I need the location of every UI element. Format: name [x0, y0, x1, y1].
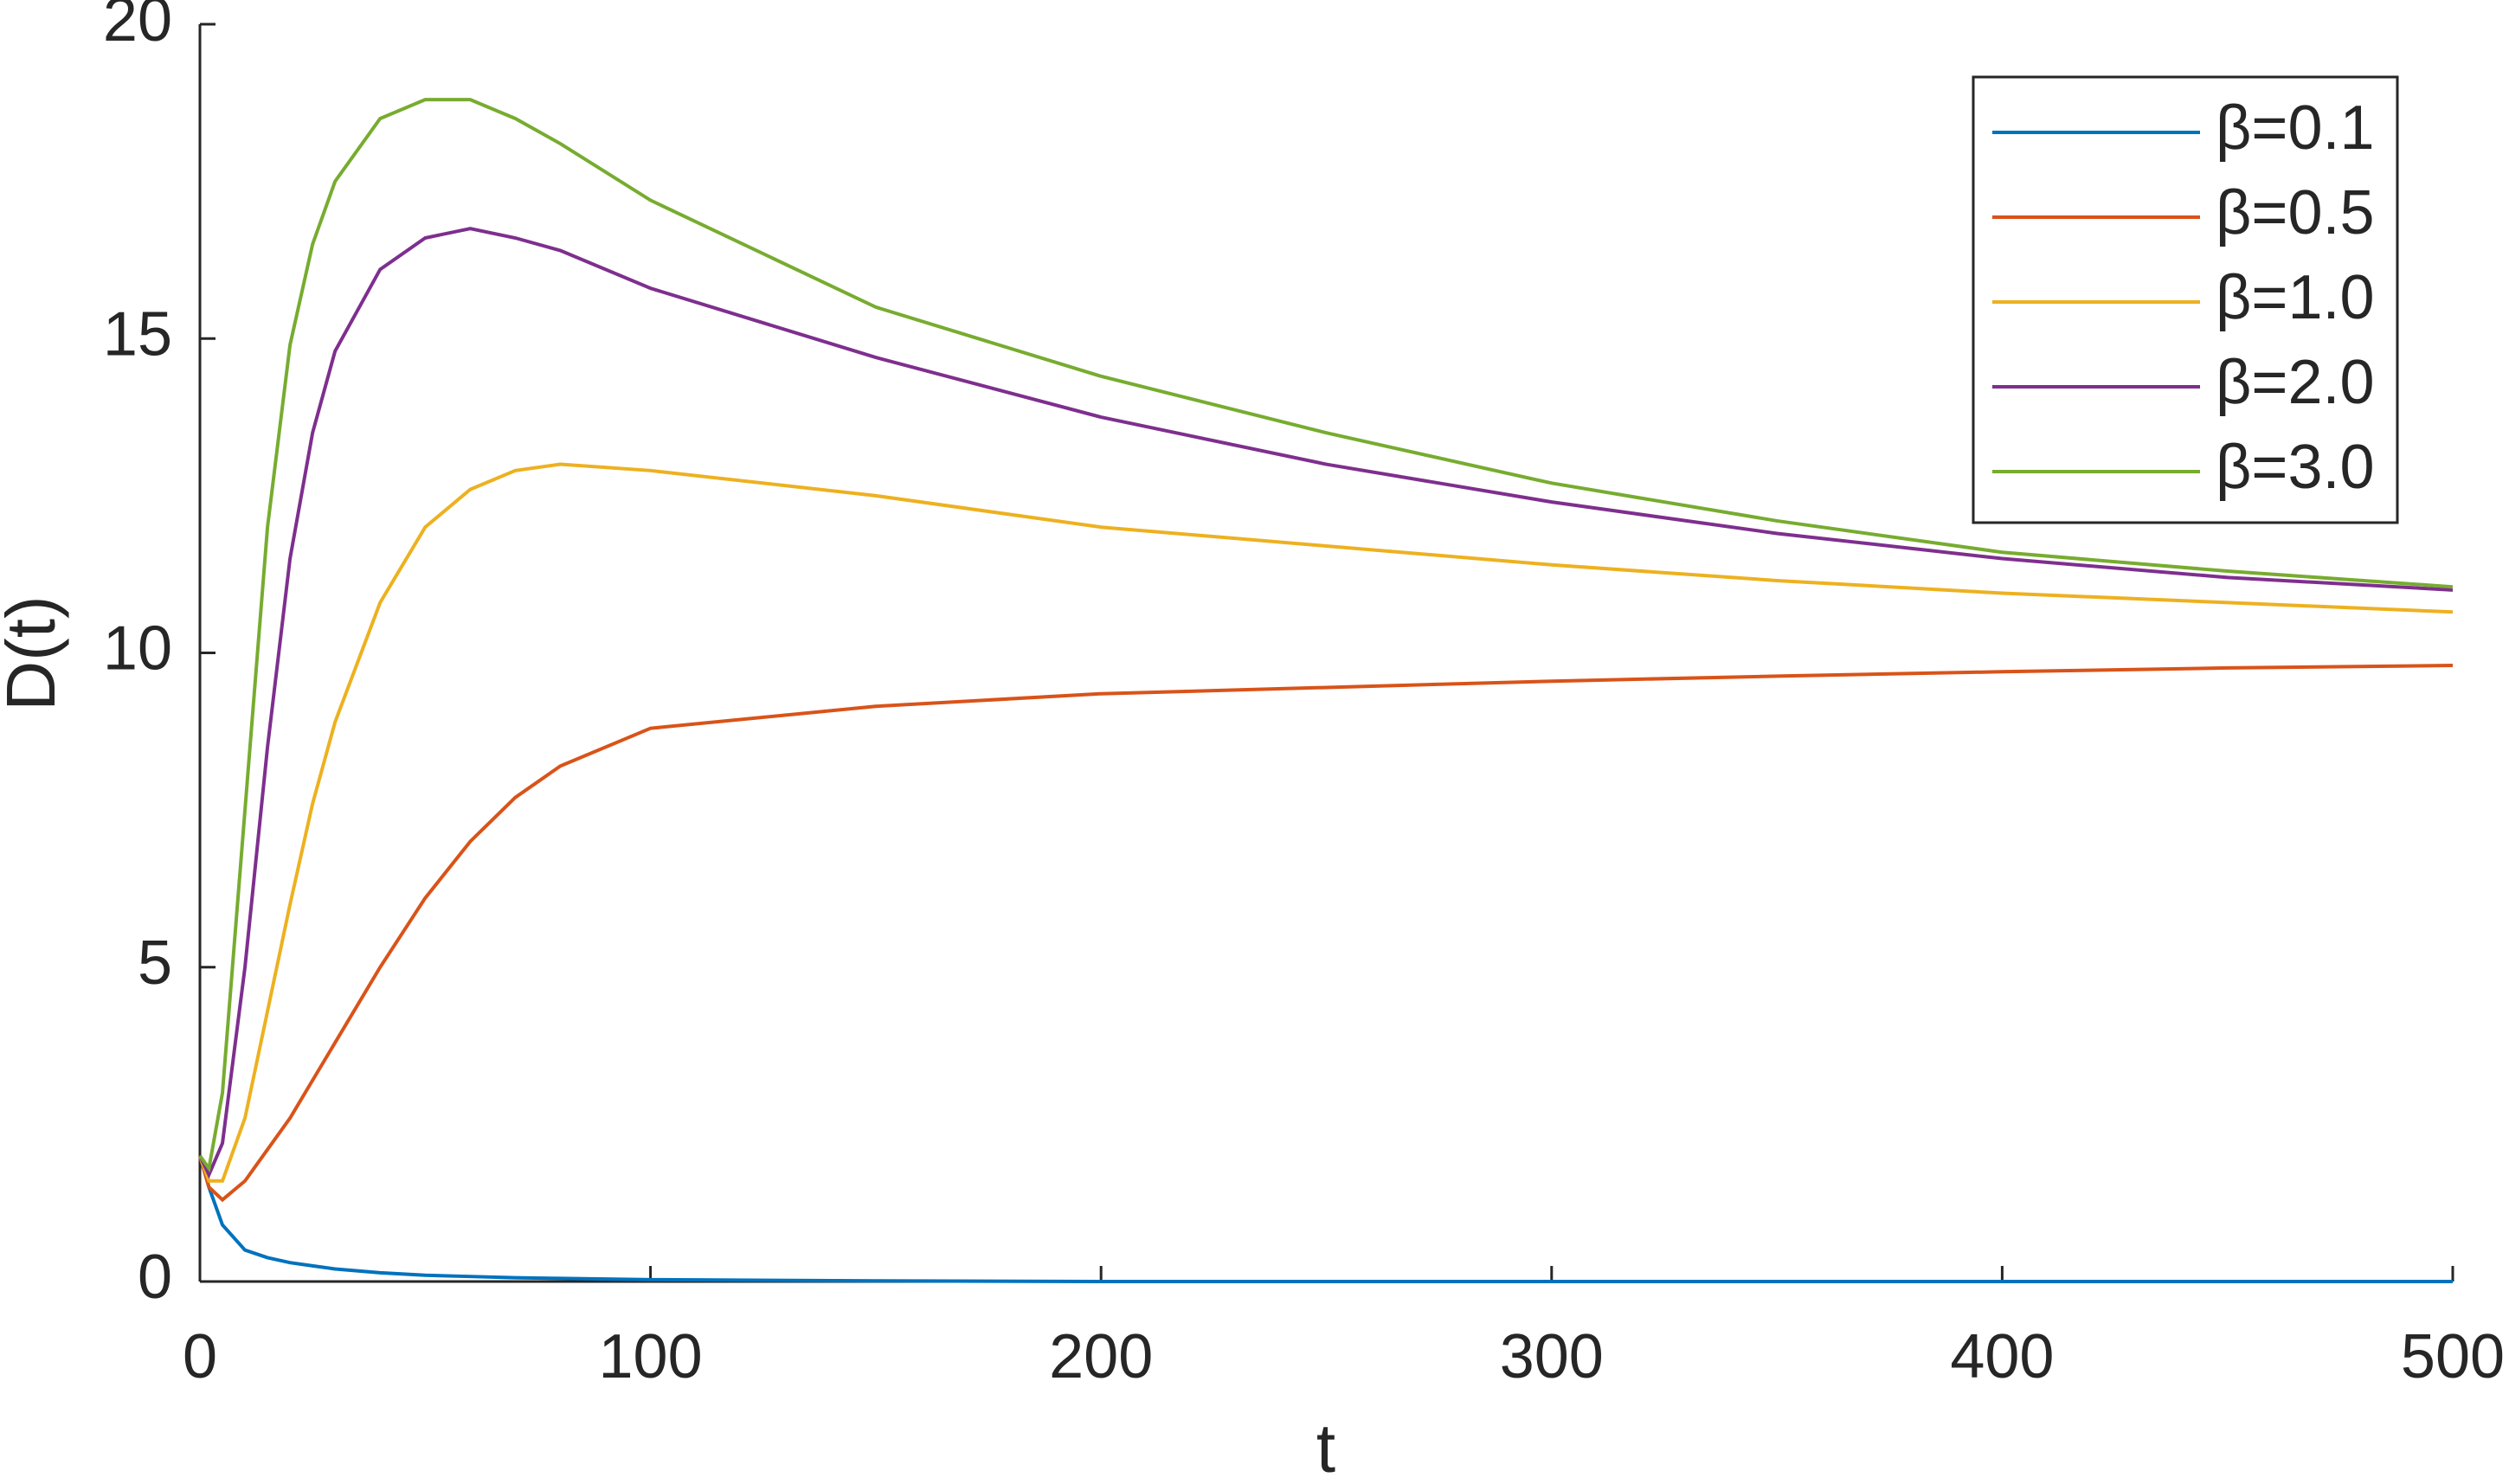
legend-label: β=2.0	[2216, 348, 2375, 417]
x-tick-label: 400	[1950, 1322, 2054, 1391]
legend-label: β=3.0	[2216, 433, 2375, 502]
y-axis-label: D(t)	[0, 595, 69, 710]
legend-label: β=0.5	[2216, 178, 2375, 247]
x-tick-label: 300	[1500, 1322, 1604, 1391]
x-tick-label: 200	[1049, 1322, 1153, 1391]
y-tick-label: 15	[103, 299, 172, 369]
legend-label: β=1.0	[2216, 263, 2375, 332]
series-line	[198, 98, 2454, 1173]
x-axis-label: t	[1316, 1410, 1335, 1484]
legend-box	[1972, 75, 2399, 524]
series-line	[198, 227, 2454, 1179]
series-line	[198, 462, 2454, 1183]
y-tick-label: 5	[138, 928, 172, 998]
y-tick-label: 10	[103, 614, 172, 684]
x-tick-label: 100	[599, 1322, 703, 1391]
x-tick-label: 0	[183, 1322, 217, 1391]
series-line	[198, 1155, 2453, 1283]
y-tick-label: 20	[103, 0, 172, 55]
y-tick-label: 0	[138, 1243, 172, 1312]
series-line	[198, 664, 2454, 1203]
legend-label: β=0.1	[2216, 93, 2375, 163]
x-tick-label: 500	[2401, 1322, 2505, 1391]
